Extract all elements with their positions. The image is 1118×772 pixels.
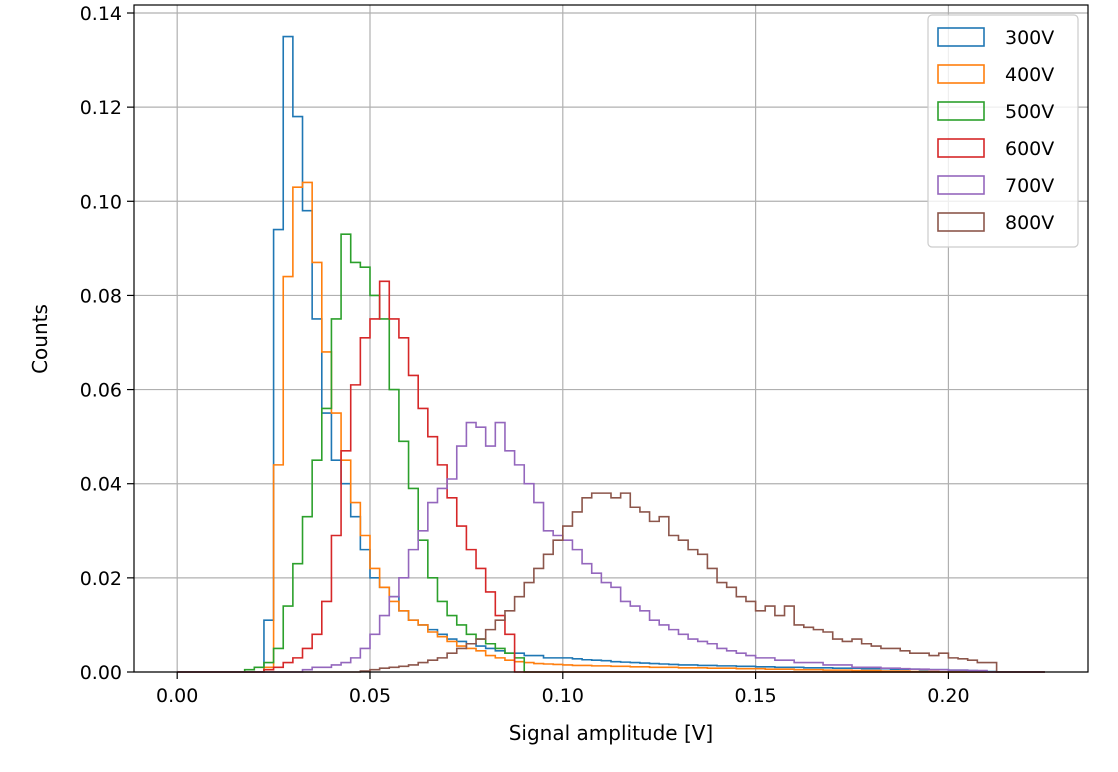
legend-label-500v: 500V (1005, 101, 1054, 123)
y-tick-label: 0.08 (80, 285, 122, 307)
x-axis-label: Signal amplitude [V] (509, 721, 714, 745)
legend-swatch-800v (937, 212, 985, 232)
series-700v-step (177, 421, 1045, 673)
legend-label-300v: 300V (1005, 27, 1054, 49)
x-tick-label: 0.10 (542, 685, 584, 707)
legend: 300V 400V 500V 600V 700V 800V (927, 14, 1079, 248)
y-tick-label: 0.02 (80, 568, 122, 590)
y-tick-label: 0.12 (80, 97, 122, 119)
series-300v-step (177, 35, 1045, 673)
legend-frame (927, 14, 1079, 248)
legend-swatch-300v (937, 27, 985, 47)
legend-swatch-400v (937, 64, 985, 84)
legend-swatch-700v (937, 175, 985, 195)
series-600v-step (177, 280, 1045, 673)
x-tick-label: 0.20 (927, 685, 969, 707)
x-tick-label: 0.15 (734, 685, 776, 707)
y-tick-label: 0.10 (80, 191, 122, 213)
x-tick-label: 0.00 (156, 685, 198, 707)
axes-ticks: 0.00 0.05 0.10 0.15 0.20 0.00 0.02 0.04 0.06 0.08… (80, 3, 970, 707)
y-tick-label: 0.04 (80, 474, 122, 496)
legend-label-600v: 600V (1005, 138, 1054, 160)
legend-label-400v: 400V (1005, 64, 1054, 86)
y-tick-label: 0.06 (80, 380, 122, 402)
legend-label-800v: 800V (1005, 212, 1054, 234)
legend-label-700v: 700V (1005, 175, 1054, 197)
y-axis-label: Counts (28, 304, 52, 374)
y-tick-label: 0.00 (80, 662, 122, 684)
series-800v-step (177, 492, 1045, 673)
series-group (177, 35, 1045, 673)
series-500v-step (177, 233, 1045, 673)
x-tick-label: 0.05 (349, 685, 391, 707)
series-400v-step (177, 181, 1045, 673)
legend-swatch-500v (937, 101, 985, 121)
y-tick-label: 0.14 (80, 3, 122, 25)
legend-swatch-600v (937, 138, 985, 158)
plot-frame (133, 4, 1089, 673)
